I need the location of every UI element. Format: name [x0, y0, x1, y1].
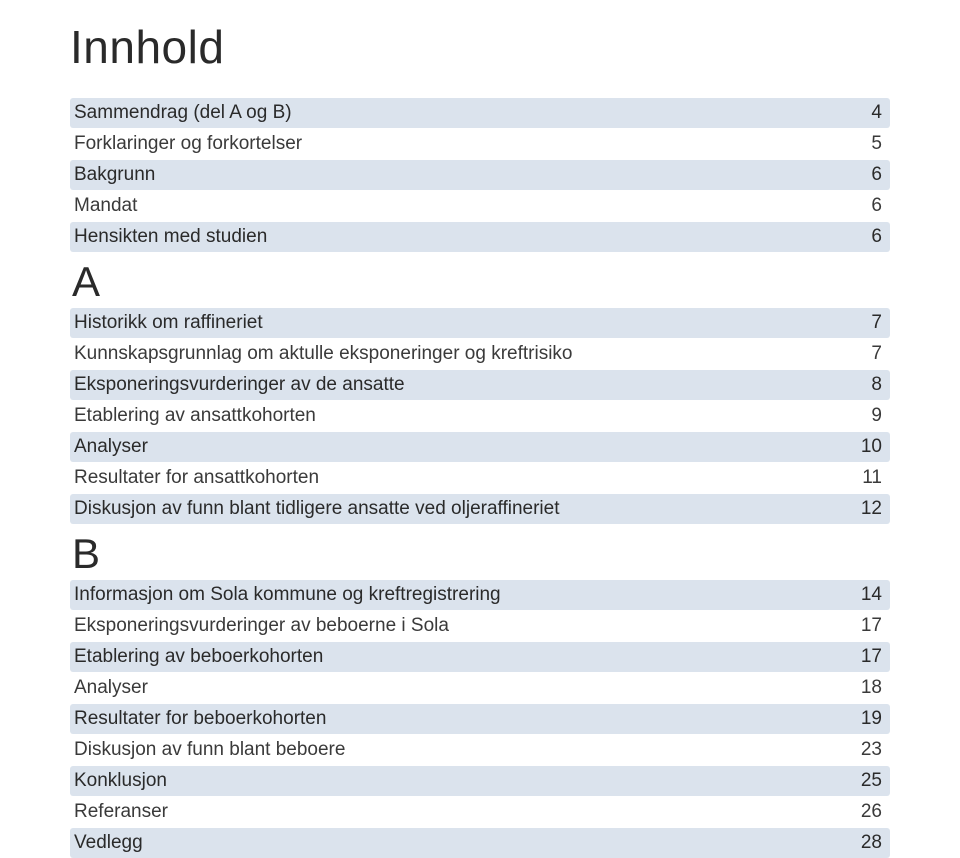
toc-row: Historikk om raffineriet7 — [70, 308, 890, 338]
toc-row-label: Diskusjon av funn blant tidligere ansatt… — [74, 498, 841, 520]
toc-row-label: Forklaringer og forkortelser — [74, 133, 851, 155]
toc-row-label: Diskusjon av funn blant beboere — [74, 739, 841, 761]
section-letter-b: B — [70, 530, 890, 578]
toc-row-label: Analyser — [74, 677, 841, 699]
toc-row-label: Hensikten med studien — [74, 226, 851, 248]
toc-row-page: 4 — [851, 102, 882, 124]
toc-row-label: Analyser — [74, 436, 841, 458]
toc-row-page: 12 — [841, 498, 882, 520]
toc-row: Konklusjon25 — [70, 766, 890, 796]
toc-row-page: 23 — [841, 739, 882, 761]
toc-row-page: 14 — [841, 584, 882, 606]
toc-row-label: Kunnskapsgrunnlag om aktulle eksponering… — [74, 343, 851, 365]
toc-row-page: 17 — [841, 646, 882, 668]
toc-row: Etablering av ansattkohorten9 — [70, 401, 890, 431]
toc-row-page: 6 — [851, 195, 882, 217]
toc-row: Sammendrag (del A og B)4 — [70, 98, 890, 128]
toc-row-label: Sammendrag (del A og B) — [74, 102, 851, 124]
toc-row-label: Vedlegg — [74, 832, 841, 854]
toc-row-page: 25 — [841, 770, 882, 792]
toc-row-label: Informasjon om Sola kommune og kreftregi… — [74, 584, 841, 606]
toc-row: Resultater for ansattkohorten11 — [70, 463, 890, 493]
table-of-contents: Sammendrag (del A og B)4Forklaringer og … — [70, 98, 890, 858]
toc-row: Resultater for beboerkohorten19 — [70, 704, 890, 734]
toc-row-page: 6 — [851, 226, 882, 248]
toc-row: Analyser18 — [70, 673, 890, 703]
toc-row: Kunnskapsgrunnlag om aktulle eksponering… — [70, 339, 890, 369]
toc-row: Diskusjon av funn blant tidligere ansatt… — [70, 494, 890, 524]
page-title: Innhold — [70, 20, 890, 74]
toc-row-page: 28 — [841, 832, 882, 854]
toc-row-page: 9 — [851, 405, 882, 427]
toc-row-label: Etablering av ansattkohorten — [74, 405, 851, 427]
toc-row-label: Eksponeringsvurderinger av beboerne i So… — [74, 615, 841, 637]
toc-row: Forklaringer og forkortelser5 — [70, 129, 890, 159]
toc-row: Analyser10 — [70, 432, 890, 462]
toc-row-label: Resultater for beboerkohorten — [74, 708, 841, 730]
toc-row-label: Historikk om raffineriet — [74, 312, 851, 334]
toc-row: Referanser26 — [70, 797, 890, 827]
section-letter-a: A — [70, 258, 890, 306]
toc-section-a: Historikk om raffineriet7Kunnskapsgrunnl… — [70, 308, 890, 524]
toc-row-page: 8 — [851, 374, 882, 396]
toc-row-page: 10 — [841, 436, 882, 458]
toc-row-page: 6 — [851, 164, 882, 186]
toc-row-page: 5 — [851, 133, 882, 155]
toc-row-page: 17 — [841, 615, 882, 637]
toc-section-b: Informasjon om Sola kommune og kreftregi… — [70, 580, 890, 858]
toc-row: Eksponeringsvurderinger av de ansatte8 — [70, 370, 890, 400]
toc-row: Bakgrunn6 — [70, 160, 890, 190]
toc-row-page: 19 — [841, 708, 882, 730]
toc-row-label: Mandat — [74, 195, 851, 217]
toc-row-label: Resultater for ansattkohorten — [74, 467, 842, 489]
toc-row: Diskusjon av funn blant beboere23 — [70, 735, 890, 765]
toc-row: Informasjon om Sola kommune og kreftregi… — [70, 580, 890, 610]
toc-row: Hensikten med studien6 — [70, 222, 890, 252]
toc-row-label: Konklusjon — [74, 770, 841, 792]
toc-row: Mandat6 — [70, 191, 890, 221]
toc-row-label: Referanser — [74, 801, 841, 823]
toc-row-page: 18 — [841, 677, 882, 699]
toc-row-label: Eksponeringsvurderinger av de ansatte — [74, 374, 851, 396]
toc-row: Etablering av beboerkohorten17 — [70, 642, 890, 672]
toc-row-page: 26 — [841, 801, 882, 823]
toc-row-label: Etablering av beboerkohorten — [74, 646, 841, 668]
toc-row-page: 7 — [851, 343, 882, 365]
toc-row-page: 11 — [842, 467, 882, 489]
toc-row-page: 7 — [851, 312, 882, 334]
toc-section-intro: Sammendrag (del A og B)4Forklaringer og … — [70, 98, 890, 252]
toc-row-label: Bakgrunn — [74, 164, 851, 186]
toc-row: Eksponeringsvurderinger av beboerne i So… — [70, 611, 890, 641]
